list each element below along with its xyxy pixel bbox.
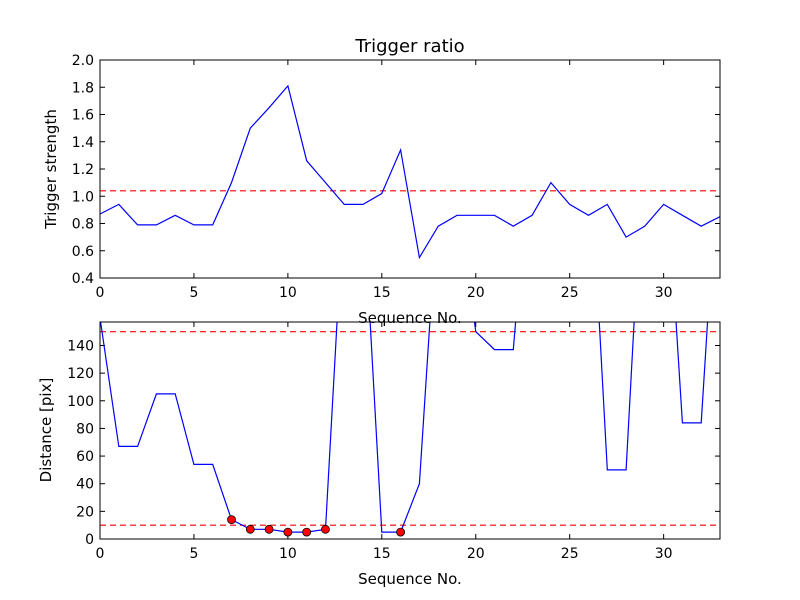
x-tick-label: 15 [373, 285, 391, 301]
highlight-point [321, 524, 330, 534]
x-tick-label: 10 [279, 546, 297, 562]
y-tick-label: 1.8 [72, 80, 94, 96]
x-tick-label: 5 [189, 285, 198, 301]
x-tick-label: 20 [467, 285, 485, 301]
distance-line [100, 322, 709, 533]
highlight-point [302, 527, 312, 537]
y-ticks: 0 20 40 60 80 100 120 140 [67, 338, 720, 548]
x-tick-label: 25 [561, 285, 579, 301]
x-tick-label: 10 [279, 285, 297, 301]
y-tick-label: 0.6 [72, 244, 94, 260]
y-tick-label: 1.6 [72, 108, 94, 124]
y-tick-label: 120 [67, 366, 94, 382]
plot-frame [99, 59, 721, 279]
y-axis-label: Trigger strength [42, 109, 60, 230]
y-tick-label: 0 [85, 532, 94, 548]
x-axis-label: Sequence No. [358, 570, 462, 588]
trigger-ratio-chart: Trigger ratio 0 5 10 15 20 25 30 0.4 0.6 0.8 1.0 1… [42, 36, 721, 327]
x-tick-label: 30 [655, 546, 673, 562]
y-tick-label: 20 [76, 504, 94, 520]
y-tick-label: 140 [67, 338, 94, 354]
highlight-markers [227, 515, 406, 537]
x-ticks: 0 5 10 15 20 25 30 [96, 60, 673, 301]
highlight-point [245, 524, 255, 534]
highlight-point [283, 527, 293, 537]
highlight-point [264, 524, 274, 534]
y-tick-label: 1.4 [72, 135, 94, 151]
highlight-point [227, 515, 236, 525]
distance-chart: 0 5 10 15 20 25 30 0 20 40 60 80 100 120 140 Sequence… [37, 321, 721, 588]
x-tick-label: 15 [373, 546, 391, 562]
y-tick-label: 100 [67, 394, 94, 410]
x-ticks: 0 5 10 15 20 25 30 [96, 322, 673, 562]
y-tick-label: 1.2 [72, 162, 94, 178]
x-tick-label: 20 [467, 546, 485, 562]
x-tick-label: 0 [96, 546, 105, 562]
plot-frame [99, 321, 721, 540]
trigger-strength-line [100, 84, 720, 260]
x-tick-label: 30 [655, 285, 673, 301]
chart-title: Trigger ratio [354, 36, 464, 57]
y-axis-label: Distance [pix] [37, 378, 55, 483]
x-axis-label: Sequence No. [358, 309, 462, 327]
y-tick-label: 0.4 [72, 271, 94, 287]
y-tick-label: 2.0 [72, 53, 94, 69]
threshold-lines [100, 331, 720, 526]
y-ticks: 0.4 0.6 0.8 1.0 1.2 1.4 1.6 1.8 2.0 [72, 53, 720, 287]
y-tick-label: 40 [76, 477, 94, 493]
y-tick-label: 80 [76, 421, 94, 437]
x-tick-label: 25 [561, 546, 579, 562]
x-tick-label: 0 [96, 285, 105, 301]
highlight-point [396, 527, 406, 537]
x-tick-label: 5 [189, 546, 198, 562]
y-tick-label: 1.0 [72, 189, 94, 205]
y-tick-label: 60 [76, 449, 94, 465]
y-tick-label: 0.8 [72, 217, 94, 233]
